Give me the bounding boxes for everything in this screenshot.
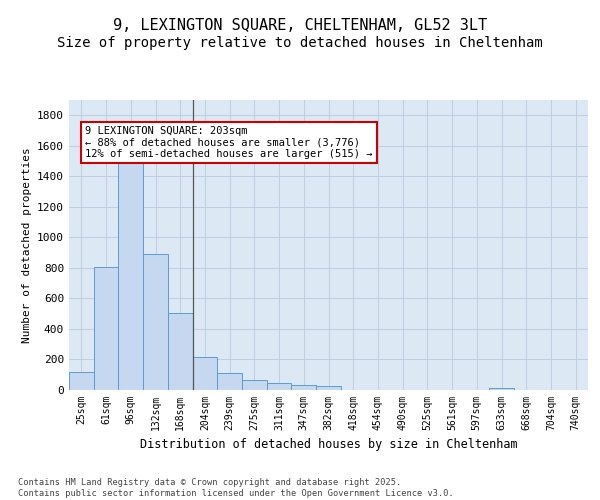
Text: Contains HM Land Registry data © Crown copyright and database right 2025.
Contai: Contains HM Land Registry data © Crown c… — [18, 478, 454, 498]
Text: Size of property relative to detached houses in Cheltenham: Size of property relative to detached ho… — [57, 36, 543, 50]
Bar — [217, 373, 242, 390]
Bar — [143, 254, 168, 390]
Bar — [168, 313, 193, 390]
Bar — [242, 380, 267, 390]
Bar — [316, 386, 341, 390]
Bar — [69, 372, 94, 390]
Bar — [292, 385, 316, 390]
X-axis label: Distribution of detached houses by size in Cheltenham: Distribution of detached houses by size … — [140, 438, 517, 452]
Text: 9, LEXINGTON SQUARE, CHELTENHAM, GL52 3LT: 9, LEXINGTON SQUARE, CHELTENHAM, GL52 3L… — [113, 18, 487, 32]
Y-axis label: Number of detached properties: Number of detached properties — [22, 147, 32, 343]
Bar — [267, 383, 292, 390]
Bar — [118, 160, 143, 390]
Bar — [489, 388, 514, 390]
Bar — [193, 357, 217, 390]
Text: 9 LEXINGTON SQUARE: 203sqm
← 88% of detached houses are smaller (3,776)
12% of s: 9 LEXINGTON SQUARE: 203sqm ← 88% of deta… — [85, 126, 373, 159]
Bar — [94, 267, 118, 390]
